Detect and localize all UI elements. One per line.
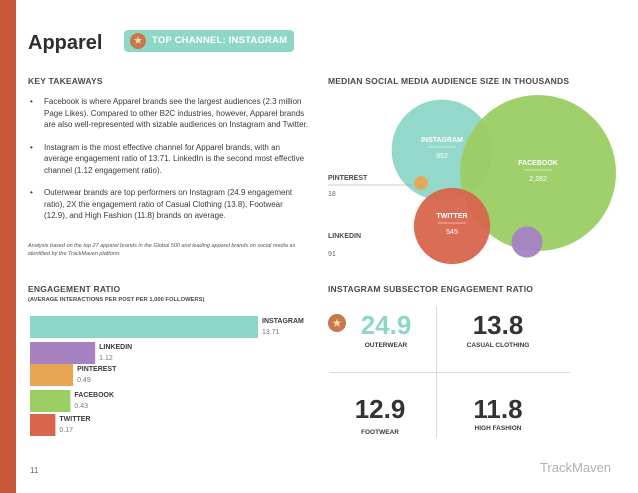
- high-fashion-label: HIGH FASHION: [474, 425, 522, 432]
- twitter-bubble: [413, 187, 491, 265]
- twitter-bar-label: TWITTER: [59, 416, 90, 423]
- analysis-footnote: Analysis based on the top 27 apparel bra…: [28, 243, 296, 257]
- instagram-bar: [30, 316, 258, 338]
- star-icon: ★: [328, 314, 346, 332]
- top-channel-label: TOP CHANNEL: INSTAGRAM: [152, 35, 288, 46]
- page-title: Apparel: [28, 32, 103, 54]
- instagram-bar-value: 13.71: [262, 329, 280, 336]
- takeaway-list: Facebook is where Apparel brands see the…: [28, 96, 308, 233]
- facebook-bubble-label: FACEBOOK: [518, 160, 558, 167]
- instagram-bubble-label: INSTAGRAM: [421, 137, 463, 144]
- instagram-bubble-value: 952: [436, 153, 448, 160]
- casual-clothing-ratio: 13.8: [472, 310, 524, 340]
- instagram-bar-label: INSTAGRAM: [262, 318, 304, 325]
- twitter-bar: [30, 414, 56, 436]
- key-takeaways-heading: KEY TAKEAWAYS: [28, 76, 103, 86]
- linkedin-bar-label: LINKEDIN: [99, 344, 132, 351]
- takeaway-item: Outerwear brands are top performers on I…: [28, 187, 308, 222]
- takeaway-item: Instagram is the most effective channel …: [28, 142, 308, 177]
- engagement-subheading: (AVERAGE INTERACTIONS PER POST PER 1,000…: [28, 297, 205, 303]
- facebook-bubble-value: 2,282: [529, 176, 547, 183]
- linkedin-bar: [30, 342, 96, 364]
- outerwear-ratio: 24.9: [360, 310, 412, 340]
- tile-divider-horizontal: [330, 372, 570, 373]
- brand-logo-text: TrackMaven: [540, 460, 612, 475]
- outerwear-label: OUTERWEAR: [364, 342, 408, 349]
- side-accent-bar: [0, 0, 16, 493]
- pinterest-bubble-value: 18: [328, 191, 336, 198]
- casual-clothing-label: CASUAL CLOTHING: [466, 342, 530, 349]
- twitter-bubble-label: TWITTER: [436, 213, 467, 220]
- linkedin-bubble-label: LINKEDIN: [328, 233, 361, 240]
- footwear-label: FOOTWEAR: [361, 429, 399, 436]
- twitter-bar-value: 0.17: [59, 427, 73, 434]
- engagement-bar-chart: INSTAGRAM 13.71 LINKEDIN 1.12 PINTEREST 0.49 F…: [30, 316, 304, 436]
- audience-heading: MEDIAN SOCIAL MEDIA AUDIENCE SIZE IN THO…: [328, 76, 570, 86]
- page-number: 11: [30, 466, 39, 475]
- facebook-bar: [30, 390, 71, 412]
- linkedin-bubble-value: 91: [328, 251, 336, 258]
- footwear-ratio: 12.9: [354, 394, 406, 424]
- takeaway-item: Facebook is where Apparel brands see the…: [28, 96, 308, 131]
- linkedin-bubble: [511, 226, 543, 258]
- pinterest-bar: [30, 364, 74, 386]
- pinterest-bubble: [414, 176, 428, 190]
- high-fashion-ratio: 11.8: [473, 394, 523, 424]
- subsector-heading: INSTAGRAM SUBSECTOR ENGAGEMENT RATIO: [328, 284, 534, 294]
- pinterest-bar-label: PINTEREST: [77, 366, 117, 373]
- star-icon: ★: [130, 33, 146, 49]
- engagement-heading: ENGAGEMENT RATIO: [28, 284, 121, 294]
- facebook-bar-value: 0.43: [74, 403, 88, 410]
- pinterest-bar-value: 0.49: [77, 377, 91, 384]
- facebook-bar-label: FACEBOOK: [74, 392, 114, 399]
- audience-bubble-chart: INSTAGRAM 952 FACEBOOK 2,282 TWITTER 545 PINTE…: [328, 95, 616, 265]
- top-channel-badge: ★ TOP CHANNEL: INSTAGRAM: [124, 30, 294, 52]
- linkedin-bar-value: 1.12: [99, 355, 113, 362]
- twitter-bubble-value: 545: [446, 229, 458, 236]
- pinterest-bubble-label: PINTEREST: [328, 175, 368, 182]
- facebook-bubble: [460, 95, 616, 251]
